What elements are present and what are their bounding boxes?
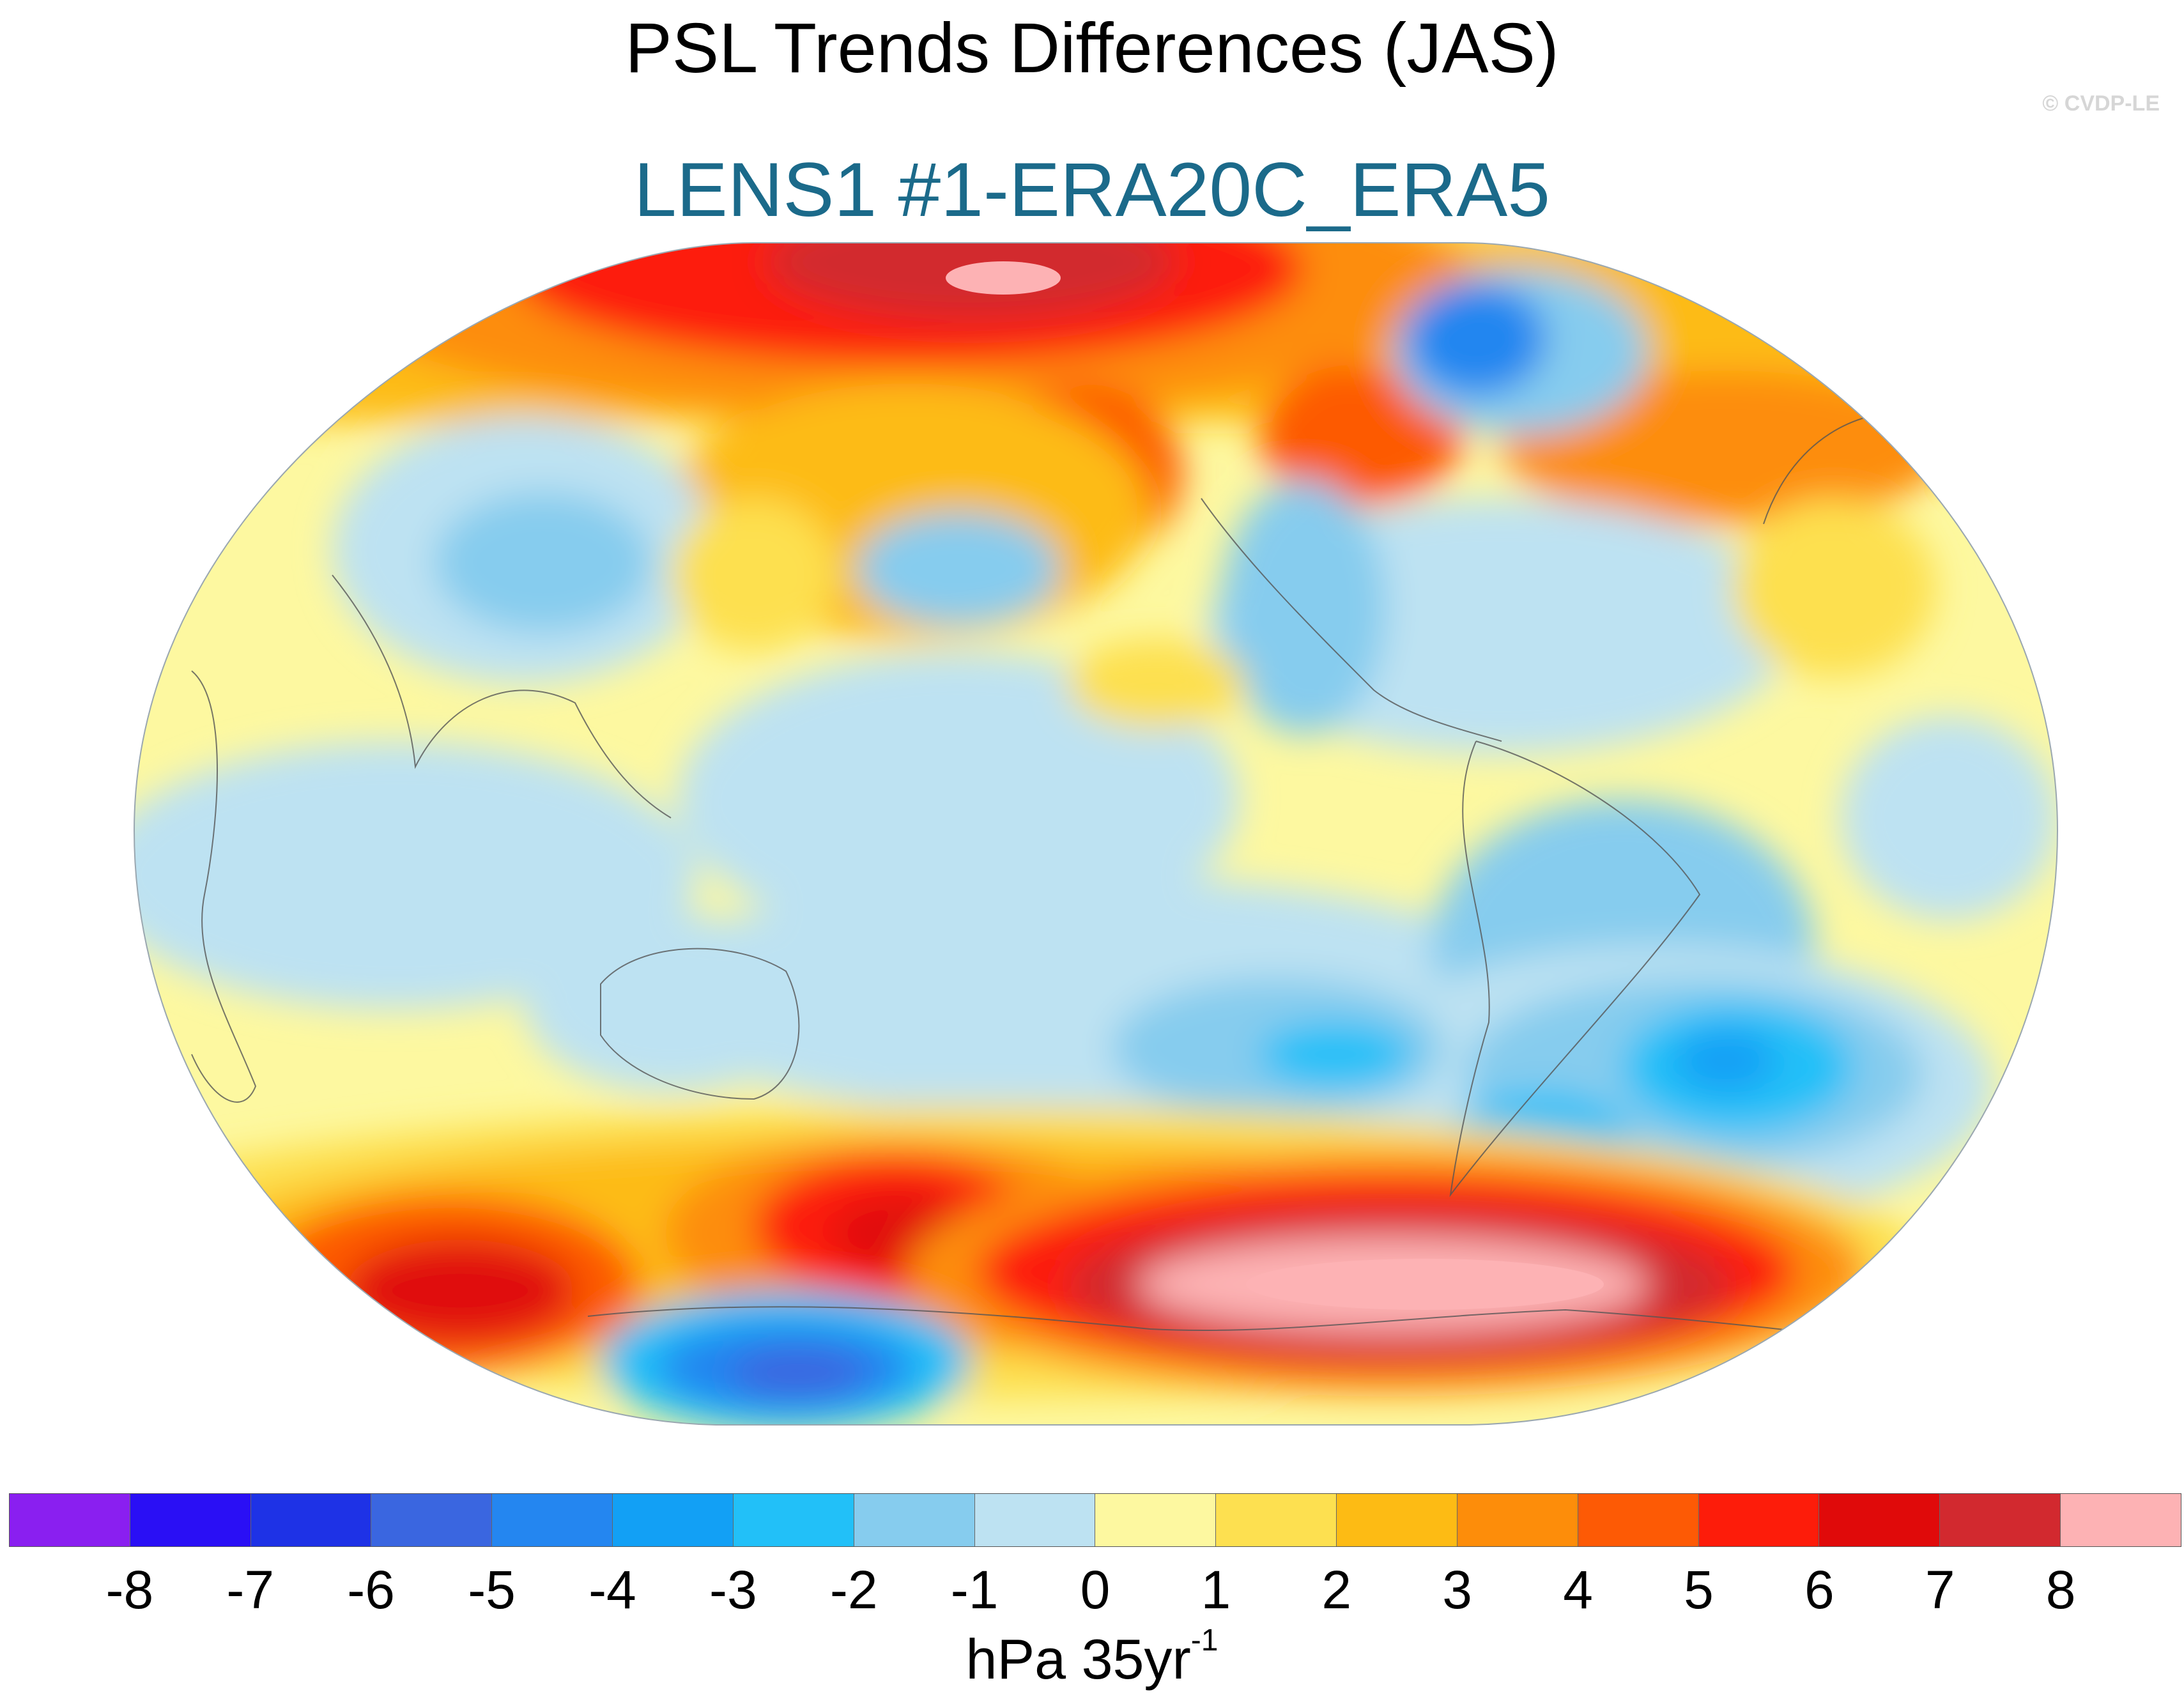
field-africa-high (1732, 498, 1936, 677)
field-southern-band-7 (345, 1240, 575, 1342)
coastline-australia (600, 948, 800, 1100)
field-eurasia-low-core (434, 492, 652, 633)
colorbar-swatch (492, 1494, 613, 1546)
colorbar-tick-label: 1 (1201, 1560, 1231, 1620)
colorbar-tick-label: -4 (588, 1560, 636, 1620)
colorbar-tick-label: 6 (1804, 1560, 1834, 1620)
field-nw-pacific-low (856, 511, 1061, 626)
field-arctic-low-2 (1406, 281, 1546, 396)
colorbar-tick-label: 3 (1442, 1560, 1473, 1620)
field-rockies-low (1220, 479, 1387, 735)
colorbar-tick-label: -2 (829, 1560, 878, 1620)
field-south-pacific-low-2 (1259, 1022, 1412, 1086)
colorbar-swatch (854, 1494, 975, 1546)
colorbar-tick-label: 2 (1321, 1560, 1352, 1620)
coastline-antarctica (587, 1306, 1886, 1342)
field-arctic-pink-core (946, 261, 1061, 295)
colorbar-tick-label: -1 (950, 1560, 999, 1620)
field-arctic-high-3 (767, 243, 1176, 319)
map-subtitle: LENS1 #1-ERA20C_ERA5 (633, 147, 1551, 233)
colorbar-swatch (250, 1494, 372, 1546)
colorbar-swatch (1940, 1494, 2061, 1546)
colorbar-swatch (613, 1494, 734, 1546)
colorbar-tick-label: 5 (1684, 1560, 1714, 1620)
world-map (133, 242, 2059, 1426)
field-south-atlantic-low-4 (1674, 1029, 1776, 1093)
colorbar-swatch (1457, 1494, 1578, 1546)
colorbar-swatch (2061, 1494, 2181, 1546)
psl-contour-field (134, 243, 2057, 1425)
colorbar-tick-label: 0 (1080, 1560, 1111, 1620)
colorbar-swatch (371, 1494, 493, 1546)
colorbar-tick-label: 7 (1925, 1560, 1955, 1620)
map-title: PSL Trends Differences (JAS) (625, 9, 1559, 88)
field-africa-low (1840, 716, 2057, 920)
colorbar-swatch (1819, 1494, 1941, 1546)
units-exponent: -1 (1190, 1624, 1219, 1657)
colorbar-swatch (733, 1494, 854, 1546)
colorbar-swatch (974, 1494, 1096, 1546)
colorbar-tick-label: 4 (1563, 1560, 1593, 1620)
field-central-pacific-low (677, 652, 1240, 946)
field-antarctic-low-3 (728, 1348, 869, 1399)
colorbar-swatch (1095, 1494, 1217, 1546)
field-arctic-high-4 (1502, 371, 1949, 524)
field-indian-ocean-low (134, 741, 696, 1010)
field-antarctic-pink-core (1246, 1259, 1604, 1310)
colorbar-swatch (1216, 1494, 1337, 1546)
colorbar-tick-label: -5 (468, 1560, 516, 1620)
colorbar-tick-label: 8 (2045, 1560, 2076, 1620)
coastline-asia (332, 574, 672, 819)
colorbar-tick-label: -3 (709, 1560, 757, 1620)
coastline-north-america (1201, 498, 1502, 742)
field-west-pacific-high (671, 498, 837, 652)
units-main: hPa 35yr (965, 1627, 1191, 1691)
coastline-africa (191, 670, 257, 1103)
colorbar-tick-label: -6 (347, 1560, 396, 1620)
colorbar-units-label: hPa 35yr-1 (0, 1623, 2184, 1692)
colorbar-tick-label: -8 (105, 1560, 154, 1620)
colorbar-swatch (1698, 1494, 1820, 1546)
field-subtropical-pacific-high (1067, 639, 1246, 728)
colorbar-swatch (10, 1494, 130, 1546)
field-australia-low (524, 914, 818, 1093)
colorbar-tick-label: -7 (226, 1560, 275, 1620)
colorbar (9, 1493, 2181, 1547)
colorbar-swatch (130, 1494, 251, 1546)
coastlines (191, 410, 2013, 1342)
colorbar-swatch (1337, 1494, 1457, 1546)
colorbar-tick-labels: -8 -7 -6 -5 -4 -3 -2 -1 0 1 2 3 4 5 6 7 8 (0, 1559, 2184, 1623)
field-siberia-high (1259, 364, 1463, 505)
globe-outline (133, 242, 2059, 1426)
copyright-watermark: © CVDP-LE (2042, 91, 2160, 116)
colorbar-swatch (1578, 1494, 1699, 1546)
coastline-south-america (1449, 741, 1701, 1197)
